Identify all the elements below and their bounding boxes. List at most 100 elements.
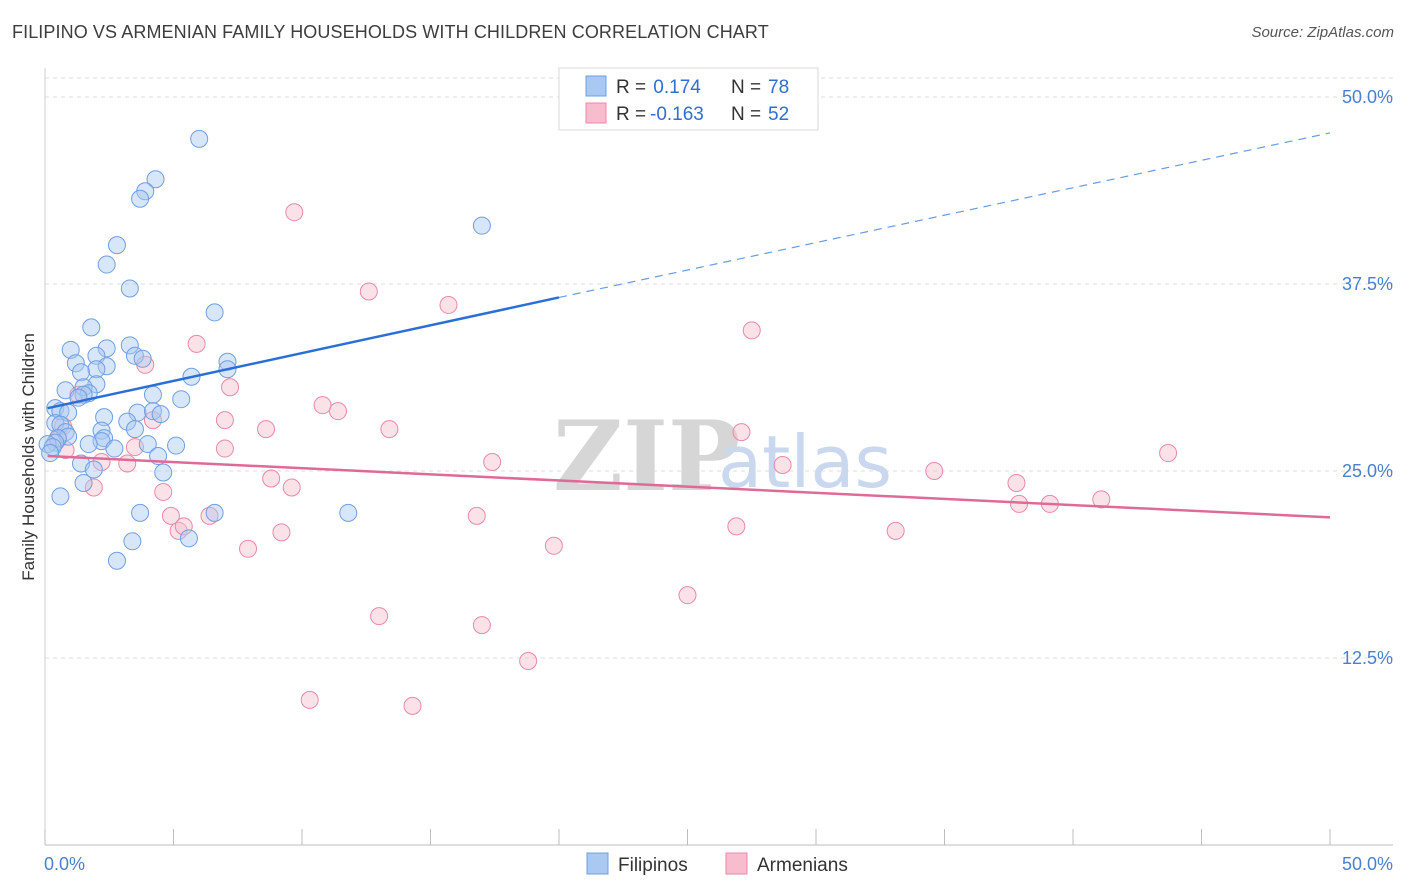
armenian-point bbox=[483, 453, 502, 472]
armenian-point bbox=[773, 456, 792, 475]
armenian-point bbox=[403, 696, 422, 715]
y-tick-label: 50.0% bbox=[1342, 87, 1393, 107]
filipino-point bbox=[339, 503, 358, 522]
filipino-point bbox=[138, 435, 157, 454]
filipino-point bbox=[167, 436, 186, 455]
filipino-point bbox=[82, 318, 101, 337]
filipino-point bbox=[74, 473, 93, 492]
filipino-trend-extension bbox=[558, 132, 1331, 299]
armenian-point bbox=[239, 539, 258, 558]
watermark: ZIP atlas bbox=[553, 400, 892, 513]
filipino-swatch bbox=[585, 75, 607, 97]
stats-legend: R = 0.174 N = 78 R = -0.163 N = 52 bbox=[558, 67, 819, 131]
armenian-point bbox=[467, 506, 486, 525]
x-tick-label: 50.0% bbox=[1342, 854, 1393, 874]
armenian-point bbox=[370, 607, 389, 626]
armenian-point bbox=[519, 651, 538, 670]
y-tick-label: 25.0% bbox=[1342, 461, 1393, 481]
y-tick-label: 37.5% bbox=[1342, 274, 1393, 294]
armenian-point bbox=[472, 616, 491, 635]
legend-n-label-1: N = bbox=[731, 77, 761, 98]
armenian-point bbox=[221, 378, 240, 397]
filipino-point bbox=[133, 349, 152, 368]
filipino-point bbox=[79, 435, 98, 454]
x-tick-label: 0.0% bbox=[44, 854, 85, 874]
armenian-point bbox=[1092, 490, 1111, 509]
armenian-point bbox=[84, 478, 103, 497]
armenian-point bbox=[262, 469, 281, 488]
filipino-point bbox=[179, 529, 198, 548]
armenian-point bbox=[1007, 473, 1026, 492]
armenian-point bbox=[439, 295, 458, 314]
armenian-point bbox=[732, 423, 751, 442]
legend-n-value-1: 78 bbox=[768, 77, 789, 98]
filipino-point bbox=[87, 360, 106, 379]
axes bbox=[44, 68, 1393, 846]
filipino-points bbox=[38, 129, 491, 570]
armenian-points bbox=[48, 203, 1178, 715]
filipino-point bbox=[118, 412, 137, 431]
armenian-trend-line bbox=[47, 454, 1331, 519]
filipino-point bbox=[143, 385, 162, 404]
filipino-point bbox=[66, 354, 85, 373]
legend-r-label-2: R = bbox=[616, 104, 646, 125]
armenian-point bbox=[300, 690, 319, 709]
legend-r-value-1: 0.174 bbox=[648, 77, 701, 98]
filipinos-legend-label: Filipinos bbox=[618, 855, 688, 876]
armenians-legend-swatch bbox=[725, 852, 748, 875]
watermark-zip: ZIP bbox=[553, 400, 740, 513]
filipino-point bbox=[97, 339, 116, 358]
armenian-point bbox=[1159, 444, 1178, 463]
armenian-point bbox=[678, 586, 697, 605]
armenian-point bbox=[544, 536, 563, 555]
x-tick-labels: 0.0% 50.0% bbox=[44, 854, 1393, 874]
filipino-point bbox=[41, 444, 60, 463]
filipino-point bbox=[172, 390, 191, 409]
filipino-point bbox=[71, 363, 90, 382]
armenian-point bbox=[925, 462, 944, 480]
legend-r-label-1: R = bbox=[616, 77, 646, 98]
filipino-point bbox=[95, 408, 114, 427]
filipino-point bbox=[51, 487, 70, 506]
filipino-point bbox=[84, 460, 103, 479]
y-axis-label: Family Households with Children bbox=[19, 333, 38, 581]
filipino-point bbox=[107, 236, 126, 255]
armenian-point bbox=[154, 482, 173, 501]
legend-r-value-2: -0.163 bbox=[650, 104, 704, 125]
filipino-point bbox=[190, 129, 209, 148]
trend-lines bbox=[47, 132, 1331, 519]
legend-n-label-2: N = bbox=[731, 104, 761, 125]
filipino-point bbox=[154, 463, 173, 482]
filipino-point bbox=[205, 503, 224, 522]
armenian-point bbox=[161, 506, 180, 525]
y-tick-label: 12.5% bbox=[1342, 648, 1393, 668]
filipino-point bbox=[472, 216, 491, 235]
armenian-point bbox=[328, 402, 347, 421]
source-credit: Source: ZipAtlas.com bbox=[1251, 24, 1394, 41]
chart-title: FILIPINO VS ARMENIAN FAMILY HOUSEHOLDS W… bbox=[12, 22, 769, 42]
armenian-point bbox=[215, 439, 234, 458]
filipino-point bbox=[97, 255, 116, 274]
legend-n-value-2: 52 bbox=[768, 104, 789, 125]
filipino-point bbox=[61, 340, 80, 359]
filipino-point bbox=[131, 189, 150, 208]
series-legend: Filipinos Armenians bbox=[586, 852, 848, 876]
filipino-point bbox=[120, 279, 139, 298]
filipino-point bbox=[151, 405, 170, 424]
armenian-point bbox=[380, 420, 399, 439]
filipino-point bbox=[92, 421, 111, 440]
armenian-point bbox=[187, 334, 206, 353]
filipino-trend-line bbox=[47, 296, 560, 410]
filipino-point bbox=[120, 336, 139, 355]
armenian-point bbox=[727, 517, 746, 536]
armenian-point bbox=[285, 203, 304, 222]
filipinos-legend-swatch bbox=[586, 852, 609, 875]
y-tick-labels: 12.5% 25.0% 37.5% 50.0% bbox=[1342, 87, 1393, 668]
armenian-point bbox=[359, 282, 378, 301]
filipino-point bbox=[131, 503, 150, 522]
armenian-point bbox=[200, 506, 219, 525]
filipino-point bbox=[74, 378, 93, 397]
armenian-point bbox=[313, 396, 332, 415]
armenian-point bbox=[886, 521, 905, 540]
armenians-legend-label: Armenians bbox=[757, 855, 848, 876]
